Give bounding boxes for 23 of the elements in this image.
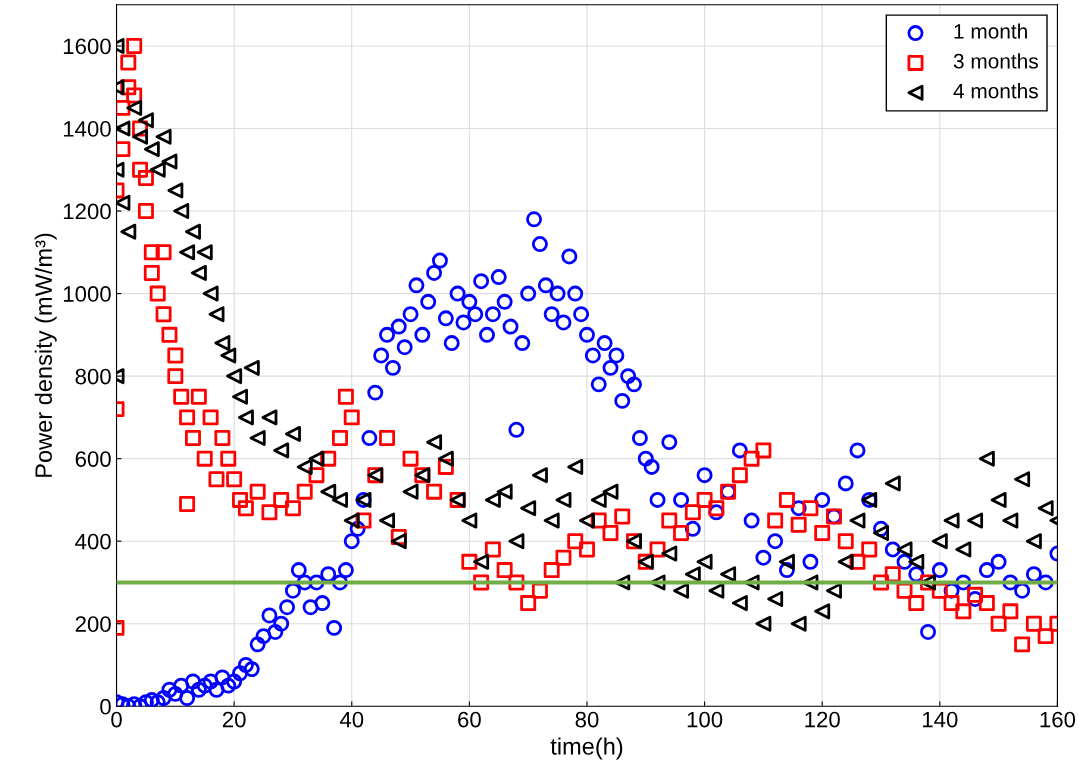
x-axis-title: time(h): [550, 737, 623, 760]
y-axis-title: Power density (mW/m³): [34, 233, 57, 477]
y-tick-label: 1200: [63, 203, 111, 220]
x-tick-label: 160: [1040, 711, 1076, 728]
legend-label: 1 month: [954, 23, 1027, 39]
y-tick-label: 200: [75, 616, 111, 632]
legend-label: 4 months: [953, 83, 1038, 99]
y-tick-label: 1400: [63, 121, 111, 137]
x-tick-label: 0: [111, 711, 122, 728]
y-tick-label: 800: [75, 368, 111, 385]
y-tick-label: 400: [75, 533, 111, 550]
x-tick-label: 40: [339, 711, 364, 728]
y-tick-label: 0: [100, 698, 111, 715]
x-tick-label: 140: [922, 711, 958, 728]
x-tick-label: 20: [222, 711, 246, 728]
x-tick-label: 100: [687, 711, 723, 728]
x-tick-label: 80: [575, 711, 599, 728]
y-tick-label: 1600: [63, 38, 111, 55]
y-tick-label: 1000: [63, 286, 111, 302]
x-tick-label: 120: [805, 711, 840, 728]
x-tick-label: 60: [458, 711, 481, 728]
y-tick-label: 600: [75, 451, 111, 467]
legend-label: 3 months: [953, 53, 1038, 69]
